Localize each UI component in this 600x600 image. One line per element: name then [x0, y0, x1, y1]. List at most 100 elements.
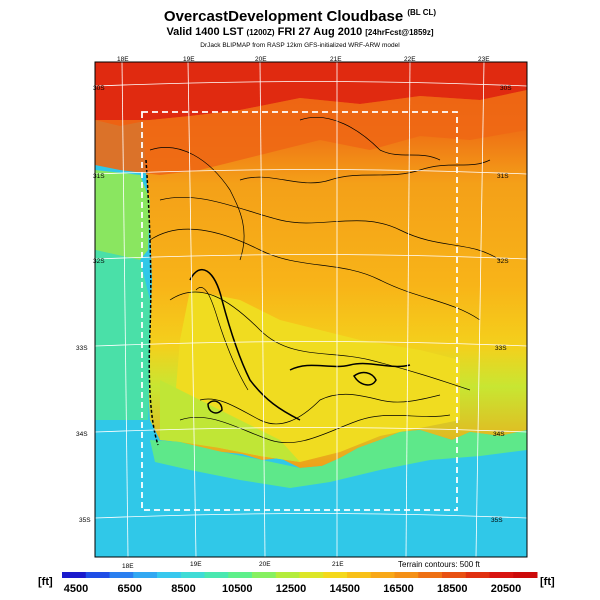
colorbar-swatch	[228, 572, 253, 578]
west-teal-zone	[95, 250, 150, 420]
colorbar-swatch	[85, 572, 110, 578]
contour-line	[199, 393, 441, 425]
lat-label-right: 30S	[500, 85, 512, 92]
colorbar-swatch	[394, 572, 419, 578]
high-cloudbase-band	[95, 62, 527, 126]
lat-label-right: 32S	[497, 258, 509, 265]
lat-label-right: 33S	[495, 345, 507, 352]
contour-ring	[207, 400, 223, 414]
lon-label-bottom: 20E	[259, 561, 271, 568]
lon-label-bottom: 18E	[122, 563, 134, 570]
colorbar-swatch	[442, 572, 467, 578]
graticule	[95, 62, 527, 557]
lon-label-top: 23E	[478, 56, 490, 63]
south-green-zone	[160, 380, 300, 462]
contour-line	[159, 196, 501, 261]
parallel-line	[95, 81, 527, 87]
colorbar-swatch	[323, 572, 348, 578]
colorbar-swatch	[299, 572, 324, 578]
colorbar-swatch	[180, 572, 205, 578]
lon-label-bottom: 19E	[190, 561, 202, 568]
colorbar-tick-label: 14500	[329, 583, 360, 595]
inner-domain-boundary	[141, 111, 458, 511]
parallel-line	[95, 427, 527, 433]
lon-label-top: 21E	[330, 56, 342, 63]
colorbar-unit-left: [ft]	[38, 576, 53, 588]
colorbar-tick-label: 16500	[383, 583, 414, 595]
colorbar-tick-label: 10500	[222, 583, 253, 595]
chart-subtitle: Valid 1400 LST (1200Z) FRI 27 Aug 2010 […	[0, 26, 600, 38]
meridian-line	[405, 62, 411, 557]
orange-band	[95, 90, 527, 175]
contour-line	[149, 228, 481, 321]
coastal-strip	[150, 430, 527, 488]
contour-line	[169, 291, 471, 391]
meridian-line	[259, 62, 266, 557]
parallel-line	[95, 169, 527, 175]
lat-label-left: 32S	[93, 258, 105, 265]
colorbar-swatch	[370, 572, 395, 578]
valid-date: FRI 27 Aug 2010	[277, 26, 363, 38]
colorbar-swatch	[513, 572, 538, 578]
map-frame	[94, 61, 528, 558]
lat-label-left: 34S	[76, 431, 88, 438]
colorbar-swatch	[347, 572, 372, 578]
interior-yellow-zone	[175, 290, 460, 462]
meridian-line	[187, 62, 197, 557]
colorbar-ticks: 4500 6500 8500 10500 12500 14500 16500 18500 205…	[64, 583, 522, 595]
colorbar-swatch	[157, 572, 182, 578]
contour-line	[195, 287, 249, 391]
parallel-line	[95, 513, 527, 519]
terrain-contour-note: Terrain contours: 500 ft	[398, 560, 480, 569]
lat-label-left: 31S	[93, 173, 105, 180]
valid-time: Valid 1400 LST	[166, 26, 244, 38]
chart-title: OvercastDevelopment Cloudbase (BL CL)	[0, 8, 600, 25]
contour-line	[299, 117, 441, 161]
parallel-line	[95, 341, 527, 347]
colorbar-swatch	[252, 572, 277, 578]
lon-label-top: 20E	[255, 56, 267, 63]
colorbar-swatch	[133, 572, 158, 578]
colorbar-swatch	[465, 572, 490, 578]
model-credit: DrJack BLIPMAP from RASP 12km GFS-initia…	[200, 42, 400, 49]
contour-ring	[353, 371, 377, 386]
forecast-info: [24hrFcst@1859z]	[365, 28, 434, 37]
contour-line	[149, 147, 245, 261]
west-green-zone	[95, 170, 150, 260]
colorbar-swatch	[109, 572, 134, 578]
terrain-contours	[145, 117, 501, 446]
lat-label-right: 35S	[491, 517, 503, 524]
colorbar-tick-label: 6500	[118, 583, 142, 595]
colorbar-tick-label: 18500	[437, 583, 468, 595]
meridian-line	[121, 62, 129, 557]
map-field	[95, 62, 527, 557]
lat-label-right: 31S	[497, 173, 509, 180]
valid-time-z: (1200Z)	[246, 28, 275, 37]
colorbar-swatch	[489, 572, 514, 578]
contour-line	[239, 159, 491, 184]
colorbar-tick-label: 20500	[491, 583, 522, 595]
title-suffix: (BL CL)	[407, 8, 437, 17]
colorbar-tick-label: 12500	[276, 583, 307, 595]
meridian-line	[475, 62, 485, 557]
lat-label-left: 33S	[76, 345, 88, 352]
lon-label-top: 19E	[183, 56, 195, 63]
color-bar	[62, 572, 538, 578]
lon-label-bottom: 21E	[332, 561, 344, 568]
lat-label-left: 35S	[79, 517, 91, 524]
contour-line	[179, 414, 451, 444]
contour-line-bold	[189, 268, 301, 421]
title-text: OvercastDevelopment Cloudbase	[163, 8, 404, 25]
colorbar-unit-right: [ft]	[540, 576, 555, 588]
lat-label-left: 30S	[93, 85, 105, 92]
contour-line-bold	[289, 362, 411, 371]
colorbar-swatch	[418, 572, 443, 578]
colorbar-swatch	[204, 572, 229, 578]
colorbar-tick-label: 8500	[171, 583, 195, 595]
colorbar-swatch	[275, 572, 300, 578]
lat-label-right: 34S	[493, 431, 505, 438]
colorbar-swatch	[62, 572, 87, 578]
lon-label-top: 22E	[404, 56, 416, 63]
parallel-line	[95, 254, 527, 260]
lon-label-top: 18E	[117, 56, 129, 63]
